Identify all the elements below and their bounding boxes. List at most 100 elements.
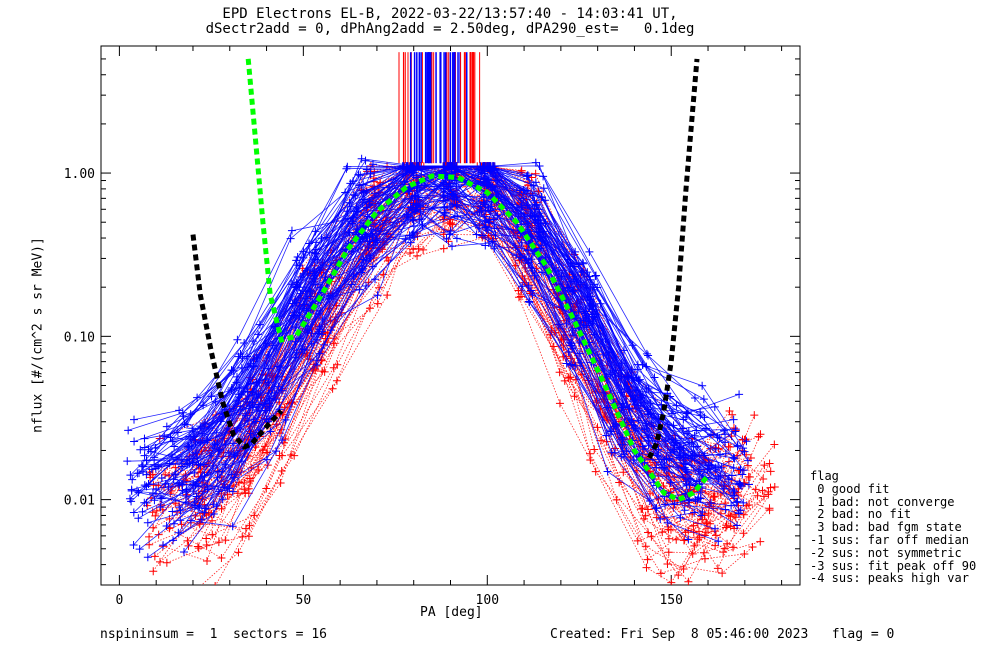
plus-marker <box>679 415 688 424</box>
plus-marker <box>759 474 768 483</box>
red-measurement-line <box>197 185 730 547</box>
plus-marker <box>623 372 632 381</box>
plus-marker <box>169 475 178 484</box>
plus-marker <box>490 162 499 171</box>
plus-marker <box>127 485 136 494</box>
plus-marker <box>250 511 259 520</box>
plus-marker <box>142 470 151 479</box>
legend-item: -4 sus: peaks high var <box>810 571 969 586</box>
plus-marker <box>684 535 693 544</box>
plus-marker <box>534 219 543 228</box>
plus-marker <box>699 395 708 404</box>
plus-marker <box>274 382 283 391</box>
plus-marker <box>603 467 612 476</box>
plus-marker <box>129 541 138 550</box>
blue-measurement-line <box>175 173 704 476</box>
plus-marker <box>202 436 211 445</box>
plus-marker <box>300 305 309 314</box>
plus-marker <box>586 295 595 304</box>
plus-marker <box>448 242 457 251</box>
plus-marker <box>716 509 725 518</box>
plus-marker <box>709 493 718 502</box>
plus-marker <box>399 162 408 171</box>
plus-marker <box>720 544 729 553</box>
plus-marker <box>230 451 239 460</box>
plus-marker <box>664 534 673 543</box>
green-fit-curve <box>245 58 710 503</box>
plus-marker <box>233 335 242 344</box>
plus-marker <box>249 337 258 346</box>
plus-marker <box>248 403 257 412</box>
plus-marker <box>405 231 414 240</box>
plus-marker <box>522 172 531 181</box>
plus-marker <box>694 467 703 476</box>
legend-item: 0 good fit <box>810 481 890 496</box>
plus-marker <box>128 475 137 484</box>
plus-marker <box>555 368 564 377</box>
plus-marker <box>296 289 305 298</box>
y-axis-label: nflux [#/(cm^2 s sr MeV)] <box>30 237 46 433</box>
plus-marker <box>130 415 139 424</box>
plus-marker <box>150 552 159 561</box>
plus-marker <box>764 490 773 499</box>
legend-item: -2 sus: not symmetric <box>810 545 962 560</box>
plus-marker <box>241 489 250 498</box>
plus-marker <box>159 541 168 550</box>
plus-marker <box>150 453 159 462</box>
legend-title: flag <box>810 469 839 483</box>
plus-marker <box>643 505 652 514</box>
plus-marker <box>135 545 144 554</box>
plus-marker <box>643 555 652 564</box>
plus-marker <box>330 334 339 343</box>
plus-marker <box>446 182 455 191</box>
plus-marker <box>642 563 651 572</box>
plus-marker <box>739 510 748 519</box>
x-tick-label: 0 <box>115 593 123 608</box>
plus-marker <box>721 438 730 447</box>
plus-marker <box>409 245 418 254</box>
plus-marker <box>726 442 735 451</box>
plus-marker <box>765 504 774 513</box>
plus-marker <box>291 337 300 346</box>
plus-marker <box>343 162 352 171</box>
plus-marker <box>306 287 315 296</box>
plus-marker <box>351 191 360 200</box>
red-measurement-line <box>154 175 770 557</box>
plus-marker <box>657 460 666 469</box>
y-tick-label: 0.01 <box>64 494 95 509</box>
plus-marker <box>574 260 583 269</box>
plus-marker <box>663 559 672 568</box>
plus-marker <box>656 515 665 524</box>
plus-marker <box>719 484 728 493</box>
plus-marker <box>698 381 707 390</box>
x-axis-label: PA [deg] <box>420 605 483 620</box>
plus-marker <box>680 506 689 515</box>
plus-marker <box>151 464 160 473</box>
plus-marker <box>625 403 634 412</box>
plus-marker <box>482 175 491 184</box>
plus-marker <box>732 498 741 507</box>
plus-marker <box>591 467 600 476</box>
plus-marker <box>373 291 382 300</box>
plus-marker <box>177 456 186 465</box>
plus-marker <box>711 463 720 472</box>
plus-marker <box>140 451 149 460</box>
plus-marker <box>585 301 594 310</box>
plus-marker <box>691 496 700 505</box>
plus-marker <box>214 538 223 547</box>
plus-marker <box>150 496 159 505</box>
plus-marker <box>272 447 281 456</box>
plus-marker <box>227 383 236 392</box>
plus-marker <box>676 513 685 522</box>
plus-marker <box>593 423 602 432</box>
plus-marker <box>312 249 321 258</box>
plus-marker <box>744 480 753 489</box>
plus-marker <box>670 500 679 509</box>
plus-marker <box>126 471 135 480</box>
plus-marker <box>292 256 301 265</box>
plus-marker <box>729 543 738 552</box>
plus-marker <box>619 447 628 456</box>
plus-marker <box>452 202 461 211</box>
chart-subtitle: dSectr2add = 0, dPhAng2add = 2.50deg, dP… <box>205 21 695 37</box>
plus-marker <box>168 437 177 446</box>
